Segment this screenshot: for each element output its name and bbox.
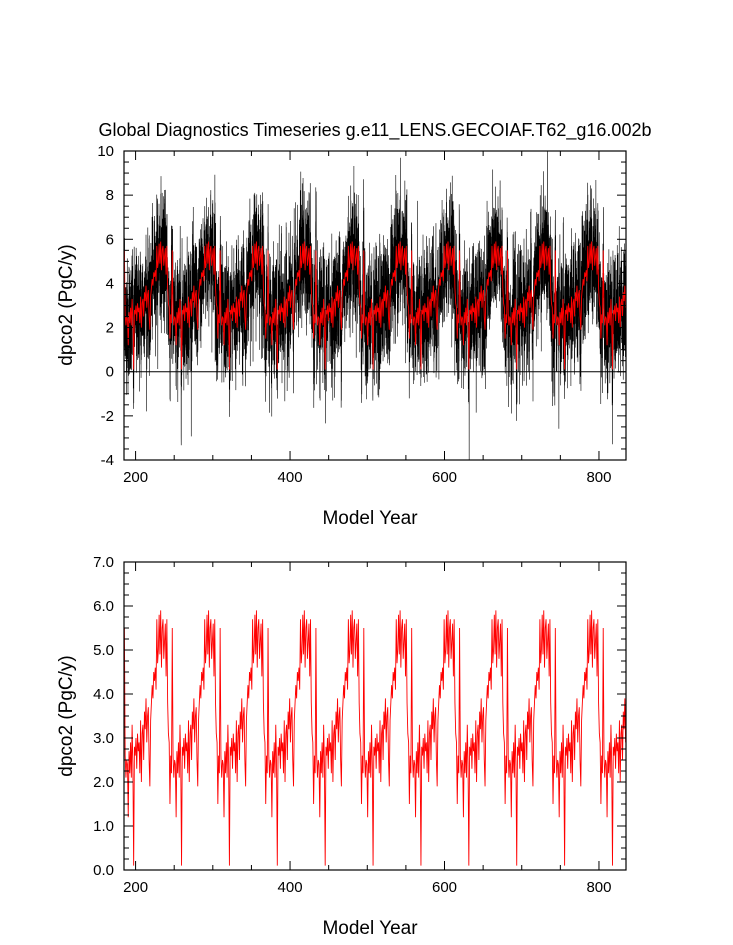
top-y-tick-label: 8 [106,187,114,204]
bottom-panel: 200 400 600 800 0.0 1.0 2.0 3.0 4.0 5.0 6.0 7.0 Mod… [56,554,627,939]
red-annual-series-line [124,610,626,866]
top-y-tick-label: 6 [106,231,114,248]
top-x-tick-label: 600 [432,469,457,486]
bot-y-tick-label: 3.0 [93,730,114,747]
bot-x-tick-label: 800 [586,879,611,896]
top-y-tick-label: 10 [97,143,114,160]
top-plot-area: 200 400 600 800 -4 -2 0 2 4 6 8 10 [97,143,627,486]
bot-y-tick-label: 7.0 [93,554,114,571]
red-annual-series-line [124,241,626,370]
bot-y-tick-label: 4.0 [93,686,114,703]
top-y-tick-label: 0 [106,364,114,381]
top-y-tick-label: 4 [106,275,114,292]
bot-y-tick-label: 5.0 [93,642,114,659]
top-series-group [124,151,626,460]
top-x-tick-label: 800 [586,469,611,486]
bot-x-tick-label: 400 [278,879,303,896]
top-panel: Global Diagnostics Timeseries g.e11_LENS… [56,120,651,529]
bot-y-tick-label: 6.0 [93,598,114,615]
bottom-y-axis-label: dpco2 (PgC/y) [56,655,77,776]
bot-y-tick-label: 1.0 [93,818,114,835]
bot-x-tick-label: 600 [432,879,457,896]
top-x-tick-label: 400 [278,469,303,486]
top-x-axis-label: Model Year [322,508,418,529]
bottom-plot-area: 200 400 600 800 0.0 1.0 2.0 3.0 4.0 5.0 6.0 7.0 [93,554,627,896]
bot-series-group [124,610,626,866]
bot-y-tick-label: 2.0 [93,774,114,791]
top-y-axis-label: dpco2 (PgC/y) [56,244,77,365]
bot-x-tick-label: 200 [123,879,148,896]
chart-title: Global Diagnostics Timeseries g.e11_LENS… [99,120,652,141]
top-y-tick-label: -4 [101,452,114,469]
top-y-tick-label: 2 [106,320,114,337]
bottom-x-axis-label: Model Year [322,918,418,939]
bot-y-tick-label: 0.0 [93,862,114,879]
top-x-tick-label: 200 [123,469,148,486]
top-y-tick-label: -2 [101,408,114,425]
